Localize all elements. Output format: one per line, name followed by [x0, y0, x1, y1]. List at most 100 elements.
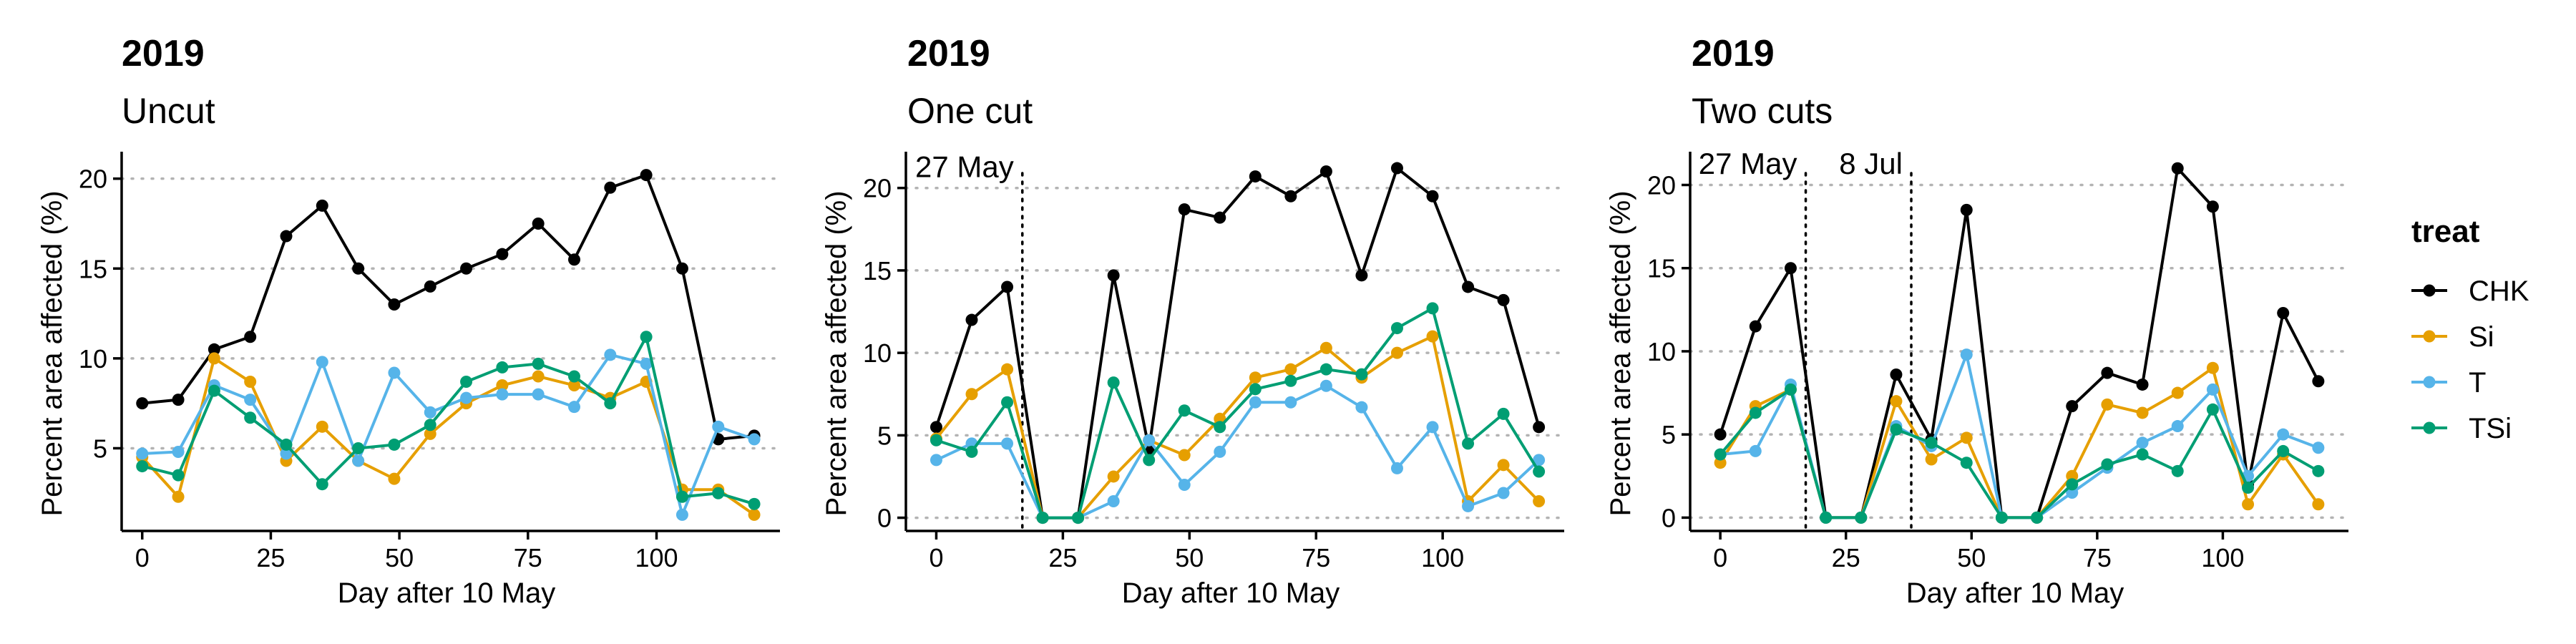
y-tick-label: 15: [79, 254, 107, 283]
x-tick-label: 25: [256, 543, 285, 572]
data-point-TSi: [1749, 406, 1762, 419]
data-point-CHK: [1533, 421, 1546, 434]
data-point-T: [1178, 478, 1191, 491]
data-point-TSi: [172, 469, 185, 482]
data-point-Si: [2312, 498, 2325, 511]
x-tick-label: 100: [2201, 543, 2244, 572]
data-point-Si: [2136, 406, 2149, 419]
data-point-Si: [1001, 363, 1014, 376]
y-axis-title: Percent area affected (%): [36, 190, 68, 516]
data-point-Si: [1714, 457, 1727, 469]
data-point-TSi: [1214, 421, 1226, 434]
y-tick-label: 20: [863, 174, 892, 203]
data-point-T: [748, 433, 761, 446]
y-tick-label: 15: [1647, 254, 1676, 283]
data-point-TSi: [2171, 464, 2184, 477]
series-line-CHK: [935, 165, 1541, 519]
x-tick-label: 0: [929, 543, 943, 572]
data-point-TSi: [1462, 437, 1475, 450]
data-point-Si: [2171, 386, 2184, 399]
data-point-Si: [424, 427, 436, 440]
data-point-TSi: [1714, 448, 1727, 461]
data-point-CHK: [1390, 162, 1403, 175]
data-point-CHK: [1107, 269, 1120, 282]
x-tick-label: 50: [1175, 543, 1204, 572]
y-tick-label: 10: [863, 338, 892, 368]
series-line-T: [935, 384, 1540, 519]
x-axis-title: Day after 10 May: [1122, 577, 1340, 609]
data-point-CHK: [244, 331, 257, 343]
data-point-CHK: [604, 181, 617, 194]
data-point-T: [1533, 454, 1546, 467]
data-point-T: [568, 401, 580, 414]
data-point-CHK: [1960, 203, 1973, 216]
y-tick-label: 10: [79, 344, 107, 374]
data-point-CHK: [208, 343, 220, 356]
data-point-TSi: [2206, 403, 2219, 416]
data-point-T: [2066, 487, 2079, 499]
data-point-T: [1284, 396, 1297, 409]
data-point-T: [496, 388, 509, 401]
x-tick-label: 75: [1302, 543, 1330, 572]
data-point-Si: [1319, 341, 1332, 354]
cut-label: 27 May: [915, 150, 1014, 184]
data-point-CHK: [2136, 378, 2149, 391]
data-point-TSi: [1960, 457, 1973, 469]
data-point-Si: [1107, 470, 1120, 483]
data-point-CHK: [965, 313, 978, 326]
data-point-T: [1143, 434, 1156, 447]
legend-title: treat: [2411, 214, 2480, 249]
x-tick-label: 75: [2083, 543, 2112, 572]
panel-uncut: 2019 Uncut Day after 10 May Percent area…: [36, 33, 781, 609]
data-point-CHK: [1214, 211, 1226, 224]
data-point-CHK: [1249, 170, 1262, 183]
y-tick-label: 15: [863, 256, 892, 286]
data-point-T: [2136, 436, 2149, 449]
data-point-T: [1749, 444, 1762, 457]
data-point-Si: [2066, 469, 2079, 482]
data-point-TSi: [675, 490, 688, 503]
data-point-CHK: [2206, 200, 2219, 213]
data-point-CHK: [1319, 165, 1332, 178]
legend-items: CHK Si T TSi: [2411, 275, 2529, 444]
data-point-Si: [1178, 449, 1191, 462]
data-point-TSi: [136, 460, 149, 473]
data-point-CHK: [2277, 306, 2290, 319]
y-axis-title: Percent area affected (%): [821, 190, 852, 516]
data-point-CHK: [675, 262, 688, 275]
panel-title: 2019: [1692, 33, 1775, 74]
data-point-T: [1107, 495, 1120, 508]
data-point-T: [930, 454, 942, 467]
data-point-CHK: [2101, 366, 2114, 379]
data-point-TSi: [424, 419, 436, 431]
data-point-T: [1214, 445, 1226, 458]
data-point-Si: [1284, 363, 1297, 376]
data-point-TSi: [1319, 363, 1332, 376]
data-point-T: [2312, 441, 2325, 454]
data-point-TSi: [1426, 302, 1439, 315]
data-point-Si: [1960, 431, 1973, 444]
data-point-TSi: [2066, 478, 2079, 491]
data-point-TSi: [2136, 448, 2149, 461]
data-point-TSi: [1107, 376, 1120, 389]
panel-subtitle: Two cuts: [1692, 91, 1833, 131]
data-point-T: [1001, 437, 1014, 450]
data-point-Si: [1426, 330, 1439, 343]
data-point-T: [244, 394, 257, 406]
data-point-Si: [388, 472, 401, 485]
data-point-TSi: [640, 331, 653, 343]
data-point-T: [1355, 401, 1368, 414]
x-tick-label: 25: [1832, 543, 1860, 572]
data-point-TSi: [1249, 383, 1262, 396]
data-point-CHK: [388, 298, 401, 311]
cut-label: 27 May: [1699, 147, 1797, 180]
data-point-T: [532, 388, 545, 401]
series-line-TSi: [935, 306, 1541, 519]
x-tick-label: 0: [1713, 543, 1727, 572]
data-point-Si: [496, 379, 509, 392]
data-point-TSi: [1284, 374, 1297, 387]
data-point-Si: [2101, 398, 2114, 411]
data-point-CHK: [1178, 203, 1191, 216]
panel-title: 2019: [122, 33, 205, 74]
data-point-TSi: [496, 361, 509, 374]
